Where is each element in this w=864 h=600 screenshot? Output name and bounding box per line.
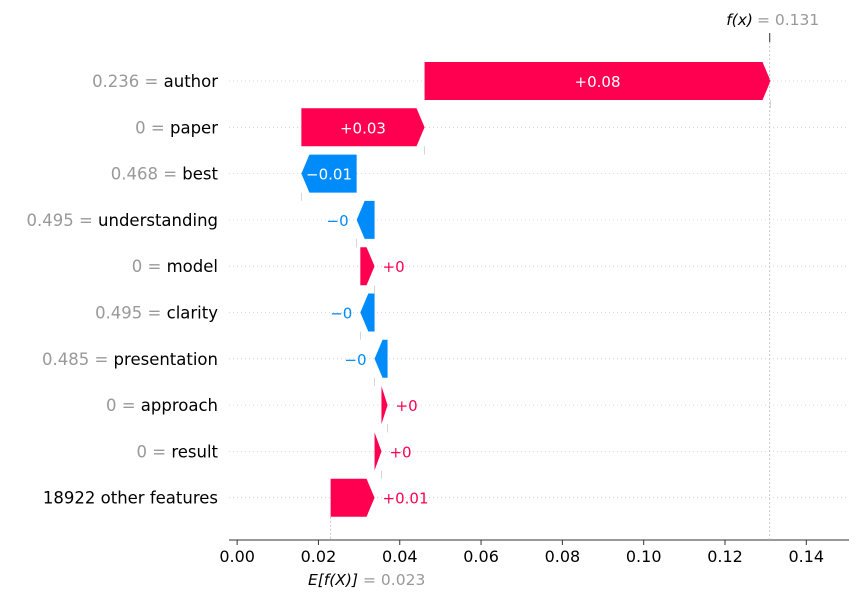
bar-approach	[381, 386, 388, 425]
final-label: f(x)	[726, 11, 753, 29]
feature-name: result	[171, 442, 218, 461]
feature-value: 0.485 =	[42, 350, 114, 369]
bar-value-label: +0.03	[340, 119, 386, 137]
x-tick-label: 0.06	[463, 547, 499, 566]
feature-labels: 0.236 = author 0 = paper 0.468 = best 0.495…	[26, 72, 218, 508]
feature-value: 0 =	[132, 257, 167, 276]
bar-result	[374, 432, 382, 471]
final-value-annotation: f(x) = 0.131	[726, 11, 819, 29]
feature-value: 0.468 =	[111, 165, 183, 184]
feature-name: approach	[141, 396, 218, 415]
x-tick-label: 0.12	[707, 547, 743, 566]
feature-label: 0.468 = best	[111, 165, 219, 184]
base-value-annotation: E[f(X)] = 0.023	[308, 571, 425, 589]
bar-value-label: −0	[344, 351, 366, 369]
feature-name: author	[164, 72, 219, 91]
x-tick-label: 0.02	[301, 547, 337, 566]
feature-value: 0.495 =	[95, 304, 167, 323]
feature-label: 0.495 = understanding	[26, 211, 218, 230]
bar-value-label: −0	[330, 305, 352, 323]
bar-connectors	[301, 100, 771, 479]
bar-18922-other-features	[330, 478, 375, 517]
feature-name: clarity	[167, 304, 219, 323]
feature-label: 0.495 = clarity	[95, 304, 218, 323]
bar-value-label: −0.01	[306, 166, 352, 184]
bar-value-label: +0	[389, 443, 411, 461]
bar-understanding	[356, 200, 375, 239]
feature-name: best	[182, 165, 218, 184]
x-tick-label: 0.08	[545, 547, 581, 566]
base-value: = 0.023	[363, 571, 425, 589]
x-tick-label: 0.10	[626, 547, 662, 566]
bar-paper	[301, 108, 425, 147]
bar-value-label: +0.01	[383, 490, 429, 508]
feature-label: 0 = model	[132, 257, 218, 276]
feature-value: 0 =	[136, 442, 171, 461]
bar-value-label: +0	[396, 397, 418, 415]
bar-presentation	[374, 339, 388, 378]
bar-author	[424, 62, 771, 100]
x-tick-label: 0.00	[219, 547, 255, 566]
x-tick-label: 0.14	[788, 547, 824, 566]
feature-label: 0.236 = author	[92, 72, 218, 91]
feature-name: presentation	[114, 350, 218, 369]
feature-label: 0 = result	[136, 442, 218, 461]
base-label: E[f(X)]	[308, 571, 358, 589]
feature-value: 0.236 =	[92, 72, 164, 91]
feature-value: 0.495 =	[26, 211, 98, 230]
bar-clarity	[360, 293, 375, 332]
feature-label: 0.485 = presentation	[42, 350, 218, 369]
bar-value-label: +0.08	[575, 73, 621, 91]
bars	[301, 62, 771, 517]
feature-name: paper	[170, 118, 218, 137]
x-axis: 0.00 0.02 0.04 0.06 0.08 0.10 0.12 0.14	[219, 539, 849, 566]
bar-best	[301, 154, 357, 193]
final-value: = 0.131	[757, 11, 819, 29]
bar-labels: +0.08 +0.03 −0.01 −0 +0 −0 −0 +0 +0 +0.01	[306, 73, 620, 508]
feature-name: model	[167, 257, 218, 276]
bar-value-label: −0	[327, 212, 349, 230]
feature-label: 18922 other features	[43, 489, 218, 508]
feature-name: 18922 other features	[43, 489, 218, 508]
feature-value: 0 =	[135, 118, 170, 137]
feature-name: understanding	[98, 211, 218, 230]
bar-value-label: +0	[383, 258, 405, 276]
feature-label: 0 = paper	[135, 118, 218, 137]
x-tick-label: 0.04	[382, 547, 418, 566]
bar-model	[360, 247, 375, 286]
feature-value: 0 =	[106, 396, 141, 415]
feature-label: 0 = approach	[106, 396, 218, 415]
